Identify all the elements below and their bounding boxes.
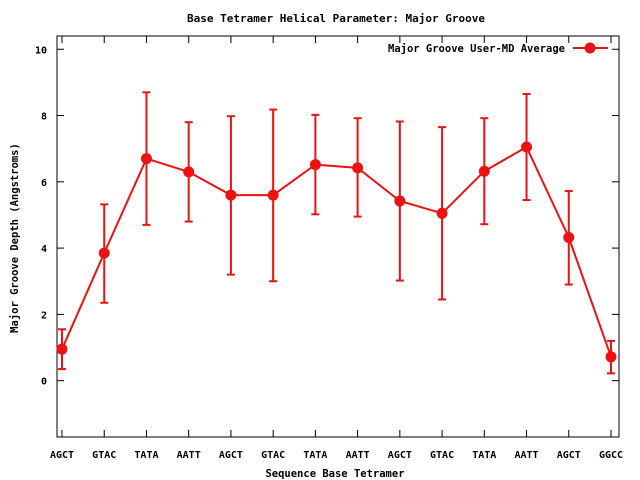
- x-tick-label: AGCT: [388, 450, 412, 461]
- legend: Major Groove User-MD Average: [388, 42, 608, 55]
- x-axis: AGCT GTAC TATA AATT AGCT GTAC TATA AATT AGCT GTAC…: [50, 36, 623, 461]
- x-tick-label: GTAC: [261, 450, 285, 461]
- y-tick-label: 8: [41, 112, 47, 123]
- x-tick-label: TATA: [472, 450, 496, 461]
- data-point: [605, 351, 617, 363]
- x-tick-label: AATT: [514, 450, 538, 461]
- data-point: [98, 247, 110, 259]
- legend-label: Major Groove User-MD Average: [388, 43, 565, 55]
- x-tick-label: TATA: [303, 450, 327, 461]
- data-point: [352, 162, 364, 174]
- x-tick-label: AATT: [177, 450, 201, 461]
- x-tick-label: GTAC: [92, 450, 116, 461]
- data-point: [563, 231, 575, 243]
- x-tick-label: AGCT: [50, 450, 74, 461]
- data-point: [478, 165, 490, 177]
- y-axis-label: Major Groove Depth (Angstroms): [9, 143, 21, 333]
- data-point: [183, 166, 195, 178]
- y-tick-label: 0: [41, 377, 47, 388]
- data-point: [56, 343, 68, 355]
- data-point: [521, 141, 533, 153]
- x-tick-label: AATT: [346, 450, 370, 461]
- x-tick-label: AGCT: [557, 450, 581, 461]
- data-point: [394, 195, 406, 207]
- y-tick-label: 10: [35, 45, 47, 56]
- data-point: [309, 159, 321, 171]
- x-tick-label: GTAC: [430, 450, 454, 461]
- x-tick-label: GGCC: [599, 450, 623, 461]
- data-point: [140, 153, 152, 165]
- data-point: [225, 189, 237, 201]
- legend-marker: [584, 42, 596, 54]
- chart-title: Base Tetramer Helical Parameter: Major G…: [187, 12, 485, 25]
- series-line: [61, 145, 612, 358]
- x-tick-label: AGCT: [219, 450, 243, 461]
- x-tick-label: TATA: [134, 450, 158, 461]
- series-layer: [56, 91, 617, 375]
- data-point: [267, 189, 279, 201]
- x-axis-label: Sequence Base Tetramer: [265, 468, 404, 480]
- y-tick-label: 2: [41, 310, 47, 321]
- plot-frame: [56, 35, 620, 438]
- y-tick-label: 4: [41, 244, 47, 255]
- y-tick-label: 6: [41, 178, 47, 189]
- y-axis: 0 2 4 6 8 10: [35, 45, 619, 388]
- data-point: [436, 207, 448, 219]
